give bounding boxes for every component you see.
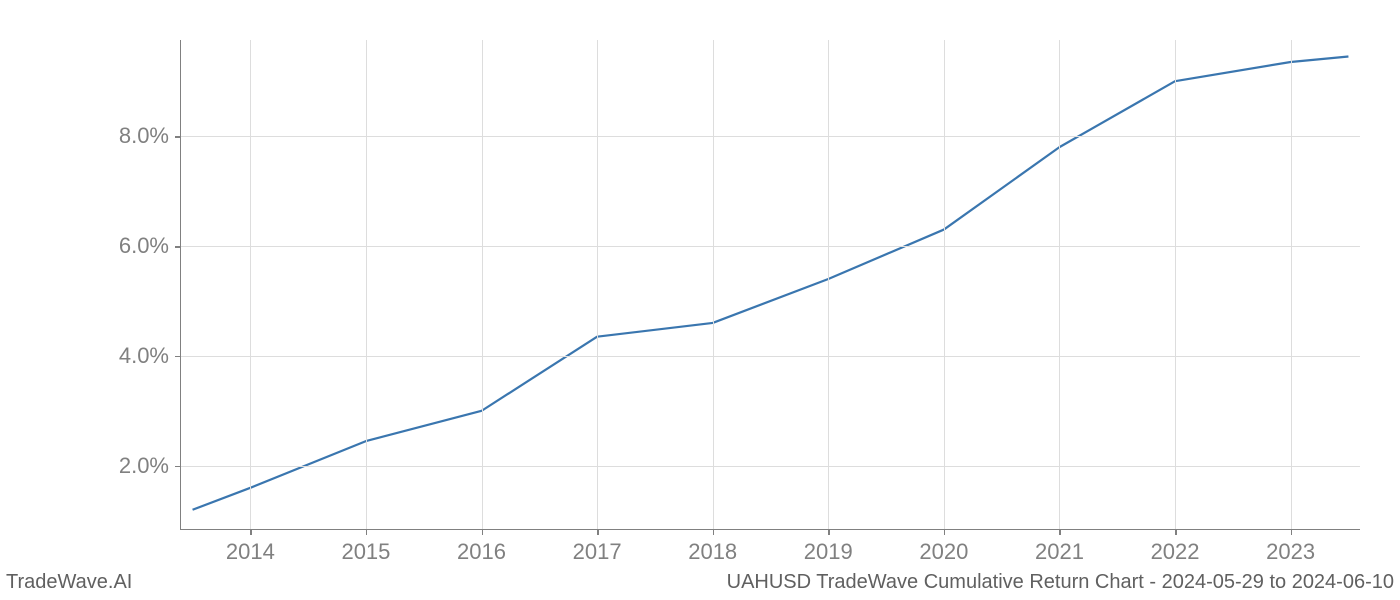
grid-line-vertical bbox=[1175, 40, 1176, 529]
grid-line-vertical bbox=[828, 40, 829, 529]
x-tick-label: 2016 bbox=[457, 529, 506, 565]
x-tick-label: 2021 bbox=[1035, 529, 1084, 565]
x-tick-label: 2017 bbox=[573, 529, 622, 565]
grid-line-horizontal bbox=[181, 246, 1360, 247]
x-tick-label: 2019 bbox=[804, 529, 853, 565]
y-tick-label: 8.0% bbox=[119, 123, 181, 149]
grid-line-vertical bbox=[1059, 40, 1060, 529]
footer-right-label: UAHUSD TradeWave Cumulative Return Chart… bbox=[727, 571, 1394, 594]
x-tick-label: 2020 bbox=[919, 529, 968, 565]
grid-line-vertical bbox=[597, 40, 598, 529]
footer-left-label: TradeWave.AI bbox=[6, 571, 132, 594]
x-tick-label: 2015 bbox=[341, 529, 390, 565]
y-tick-label: 6.0% bbox=[119, 233, 181, 259]
grid-line-horizontal bbox=[181, 356, 1360, 357]
x-tick-label: 2023 bbox=[1266, 529, 1315, 565]
line-series bbox=[181, 40, 1360, 529]
grid-line-horizontal bbox=[181, 136, 1360, 137]
plot-area: 2014201520162017201820192020202120222023… bbox=[180, 40, 1360, 530]
x-tick-label: 2022 bbox=[1151, 529, 1200, 565]
x-tick-label: 2014 bbox=[226, 529, 275, 565]
grid-line-vertical bbox=[250, 40, 251, 529]
grid-line-vertical bbox=[713, 40, 714, 529]
grid-line-vertical bbox=[366, 40, 367, 529]
y-tick-label: 4.0% bbox=[119, 343, 181, 369]
grid-line-horizontal bbox=[181, 466, 1360, 467]
chart-container: 2014201520162017201820192020202120222023… bbox=[180, 40, 1360, 530]
grid-line-vertical bbox=[1291, 40, 1292, 529]
grid-line-vertical bbox=[944, 40, 945, 529]
grid-line-vertical bbox=[482, 40, 483, 529]
y-tick-label: 2.0% bbox=[119, 453, 181, 479]
x-tick-label: 2018 bbox=[688, 529, 737, 565]
